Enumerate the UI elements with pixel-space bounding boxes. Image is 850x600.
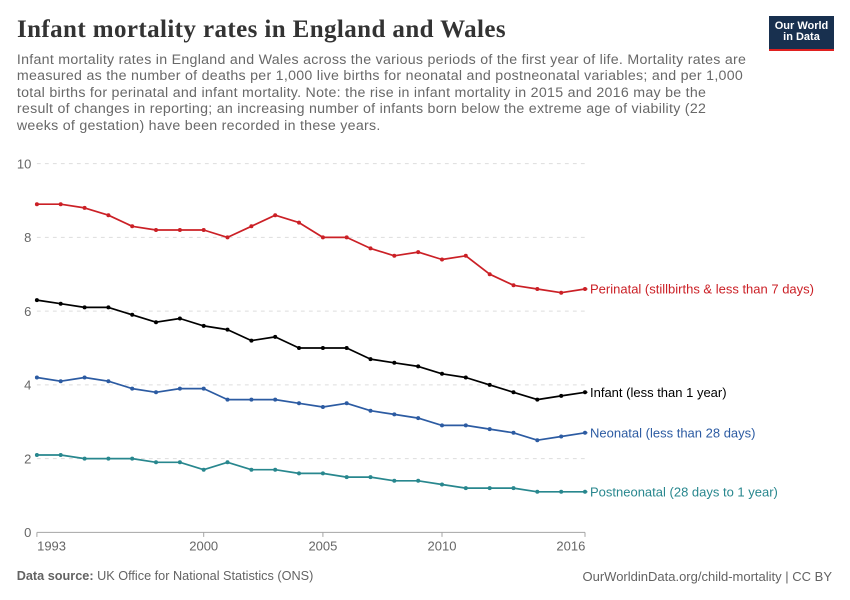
svg-text:0: 0 xyxy=(24,525,31,540)
svg-text:2005: 2005 xyxy=(308,539,337,554)
svg-text:2000: 2000 xyxy=(189,539,218,554)
svg-text:10: 10 xyxy=(17,156,31,171)
svg-text:8: 8 xyxy=(24,230,31,245)
svg-text:Perinatal (stillbirths & less: Perinatal (stillbirths & less than 7 day… xyxy=(590,282,814,297)
svg-text:Postneonatal (28 days to 1 yea: Postneonatal (28 days to 1 year) xyxy=(590,484,778,499)
svg-text:2: 2 xyxy=(24,451,31,466)
svg-text:2016: 2016 xyxy=(556,539,585,554)
svg-text:2010: 2010 xyxy=(428,539,457,554)
svg-text:Neonatal (less than 28 days): Neonatal (less than 28 days) xyxy=(590,425,755,440)
svg-text:Infant (less than 1 year): Infant (less than 1 year) xyxy=(590,385,727,400)
svg-text:1993: 1993 xyxy=(37,539,66,554)
svg-text:4: 4 xyxy=(24,378,31,393)
svg-text:6: 6 xyxy=(24,304,31,319)
